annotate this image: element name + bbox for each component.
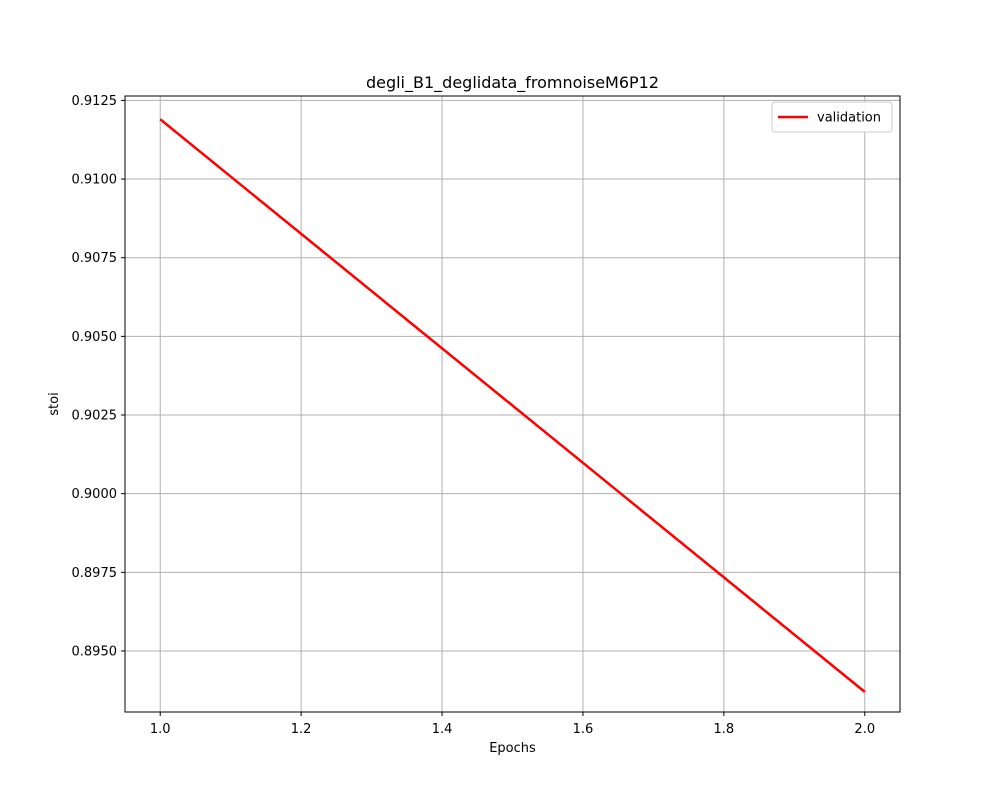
y-tick-label: 0.9025 <box>72 409 118 424</box>
y-tick-label: 0.9050 <box>72 330 118 345</box>
x-tick-label: 1.0 <box>150 722 171 737</box>
y-axis: 0.8950 0.8975 0.9000 0.9025 0.9050 0.9075 0.91… <box>72 94 125 659</box>
legend-label: validation <box>817 111 881 126</box>
x-axis: 1.0 1.2 1.4 1.6 1.8 2.0 <box>150 712 875 737</box>
x-tick-label: 1.8 <box>714 722 735 737</box>
y-tick-label: 0.8950 <box>72 644 118 659</box>
x-tick-label: 2.0 <box>854 722 875 737</box>
y-tick-label: 0.9075 <box>72 251 118 266</box>
legend-box <box>771 101 893 133</box>
series-lines <box>159 118 866 693</box>
plot-frame <box>124 95 901 713</box>
x-tick-label: 1.2 <box>291 722 312 737</box>
y-axis-title: stoi <box>47 392 62 415</box>
x-tick-label: 1.6 <box>573 722 594 737</box>
chart-title: degli_B1_deglidata_fromnoiseM6P12 <box>366 73 659 93</box>
x-axis-title: Epochs <box>489 741 536 756</box>
x-tick-label: 1.4 <box>432 722 453 737</box>
y-tick-label: 0.9000 <box>72 487 118 502</box>
y-tick-label: 0.8975 <box>72 566 118 581</box>
y-tick-label: 0.9125 <box>72 94 118 109</box>
y-tick-label: 0.9100 <box>72 173 118 188</box>
series-line-validation <box>159 118 866 693</box>
grid-lines <box>125 96 900 712</box>
legend: validation <box>771 101 893 133</box>
